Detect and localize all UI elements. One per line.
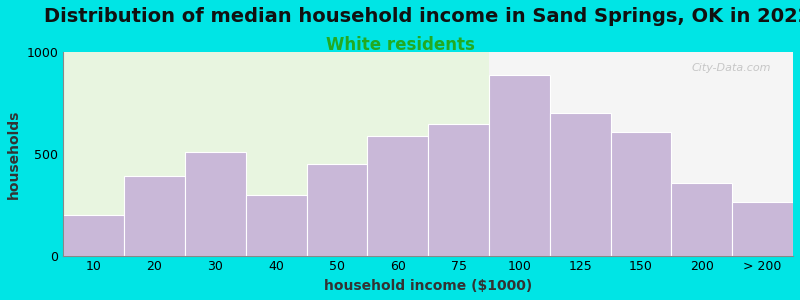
Bar: [489, 52, 793, 256]
Bar: [63, 52, 489, 256]
Bar: [185, 152, 246, 256]
Bar: [246, 195, 306, 256]
Bar: [732, 202, 793, 256]
Text: White residents: White residents: [326, 36, 474, 54]
X-axis label: household income ($1000): household income ($1000): [324, 279, 532, 293]
Y-axis label: households: households: [7, 110, 21, 199]
Bar: [124, 176, 185, 256]
Title: Distribution of median household income in Sand Springs, OK in 2022: Distribution of median household income …: [45, 7, 800, 26]
Text: City-Data.com: City-Data.com: [692, 63, 771, 73]
Bar: [550, 113, 610, 256]
Bar: [671, 182, 732, 256]
Bar: [610, 132, 671, 256]
Bar: [428, 124, 489, 256]
Bar: [63, 215, 124, 256]
Bar: [367, 136, 428, 256]
Bar: [489, 75, 550, 256]
Bar: [306, 164, 367, 256]
